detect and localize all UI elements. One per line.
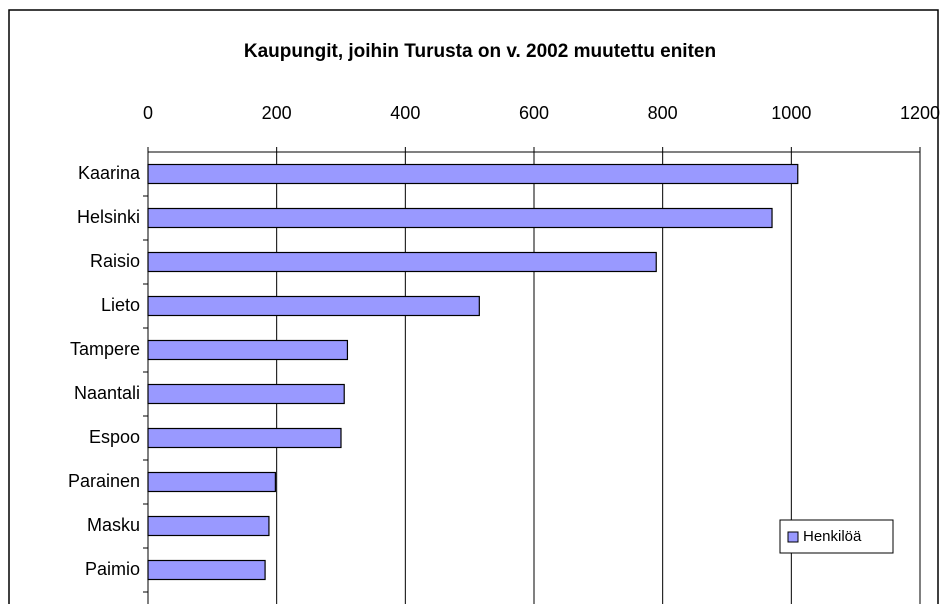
- y-tick-label: Espoo: [89, 427, 140, 447]
- y-tick-label: Raisio: [90, 251, 140, 271]
- x-tick-label: 200: [262, 103, 292, 123]
- bar: [147, 251, 657, 273]
- x-tick-label: 800: [648, 103, 678, 123]
- chart-title: Kaupungit, joihin Turusta on v. 2002 muu…: [244, 41, 716, 62]
- legend-box: [779, 519, 894, 554]
- y-tick-label: Lieto: [101, 295, 140, 315]
- legend-swatch: [787, 531, 799, 543]
- y-tick-label: Kaarina: [78, 163, 141, 183]
- bar: [147, 207, 773, 229]
- bar: [147, 383, 345, 405]
- bar: [147, 339, 349, 361]
- y-tick-label: Tampere: [70, 339, 140, 359]
- y-tick-label: Paimio: [85, 559, 140, 579]
- bar: [147, 295, 480, 317]
- legend-label: Henkilöä: [803, 528, 862, 545]
- x-tick-label: 1200: [900, 103, 940, 123]
- y-tick-label: Masku: [87, 515, 140, 535]
- y-tick-label: Parainen: [68, 471, 140, 491]
- x-tick-label: 0: [143, 103, 153, 123]
- y-tick-label: Helsinki: [77, 207, 140, 227]
- bar: [147, 559, 266, 581]
- bar: [147, 427, 342, 449]
- bar: [147, 471, 276, 493]
- y-tick-label: Naantali: [74, 383, 140, 403]
- bar: [147, 515, 270, 537]
- x-tick-label: 1000: [771, 103, 811, 123]
- x-tick-label: 600: [519, 103, 549, 123]
- bar: [147, 163, 799, 185]
- x-tick-label: 400: [390, 103, 420, 123]
